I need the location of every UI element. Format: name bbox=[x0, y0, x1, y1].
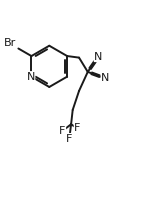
Text: F: F bbox=[74, 123, 81, 133]
Text: Br: Br bbox=[4, 38, 16, 48]
Text: N: N bbox=[101, 73, 109, 83]
Text: N: N bbox=[94, 52, 103, 61]
Text: F: F bbox=[66, 134, 73, 144]
Text: F: F bbox=[59, 126, 66, 136]
Text: N: N bbox=[26, 72, 35, 82]
